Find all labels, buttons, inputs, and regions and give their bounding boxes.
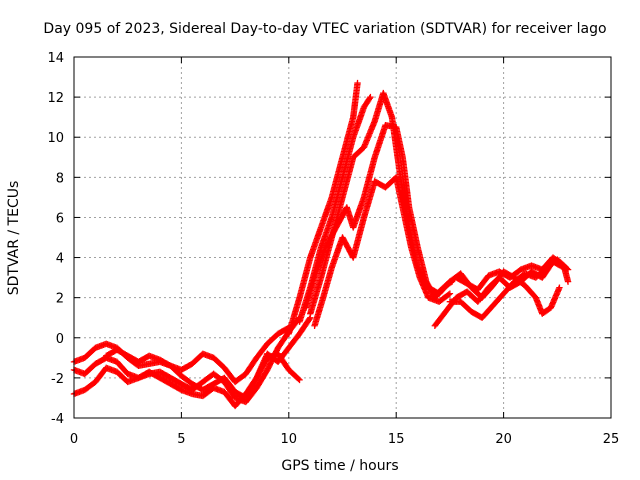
- series-track-13: [453, 254, 572, 293]
- data-point: [367, 93, 374, 101]
- y-tick-label: 2: [56, 292, 64, 307]
- y-axis-label: SDTVAR / TECUs: [6, 181, 22, 296]
- y-tick-label: 10: [47, 131, 64, 146]
- y-tick-label: 6: [56, 211, 64, 226]
- y-tick-label: 12: [47, 91, 64, 106]
- y-tick-label: 0: [56, 332, 64, 347]
- data-point: [564, 278, 572, 285]
- y-tick-label: -4: [51, 412, 64, 427]
- plot-frame: [73, 56, 612, 419]
- series-track-5: [285, 79, 361, 337]
- data-point: [446, 290, 454, 297]
- x-axis-label: GPS time / hours: [281, 458, 398, 474]
- x-tick-label: 20: [495, 432, 512, 447]
- x-tick-label: 0: [70, 432, 78, 447]
- series-track-12: [446, 256, 572, 321]
- y-tick-label: 8: [56, 171, 64, 186]
- y-tick-label: 14: [47, 51, 64, 66]
- x-tick-label: 25: [603, 432, 620, 447]
- data-point: [445, 291, 452, 298]
- y-tick-label: 4: [56, 252, 64, 267]
- grid: [74, 57, 611, 418]
- y-tick-label: -2: [51, 372, 64, 387]
- series-track-9: [311, 174, 454, 329]
- data-point: [296, 376, 303, 384]
- data-points: [70, 79, 572, 410]
- data-point: [295, 375, 302, 383]
- axis-ticks: 0 5 10 15 20 25 -4 -2 0 2 4 6 8 10 12 14: [47, 51, 619, 447]
- chart-title: Day 095 of 2023, Sidereal Day-to-day VTE…: [43, 21, 606, 37]
- series-track-4: [103, 314, 314, 402]
- x-tick-label: 10: [281, 432, 298, 447]
- data-point: [306, 315, 313, 323]
- data-point: [556, 284, 563, 291]
- data-point: [354, 79, 361, 87]
- data-point: [366, 95, 373, 102]
- x-tick-label: 5: [177, 432, 185, 447]
- x-tick-label: 15: [388, 432, 405, 447]
